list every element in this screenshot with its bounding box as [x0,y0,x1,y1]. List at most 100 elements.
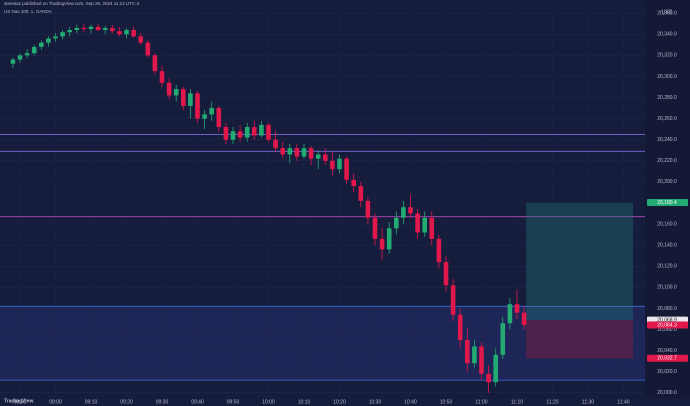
y-tick-label: 20,300.0 [657,74,677,80]
candle-body [500,323,506,355]
x-tick-label: 08:50 [14,399,27,405]
candle-body [152,55,158,72]
candle-body [450,285,456,315]
x-tick-label: 09:10 [85,399,98,405]
candle-body [166,82,172,96]
x-tick-label: 09:50 [227,399,240,405]
x-tick-label: 09:40 [191,399,204,405]
price-tag-label: 20,180.4 [657,200,677,206]
candle-body [252,127,257,136]
candle-body [457,314,463,341]
candle-body [308,148,314,159]
candle-body [67,30,72,33]
candle-body [514,304,520,313]
x-tick-label: 10:10 [298,399,311,405]
candle-body [386,228,392,250]
price-tag [647,199,688,207]
candle-body [81,27,87,29]
price-tag [647,354,688,362]
candle-body [280,148,285,155]
candle-body [173,89,179,96]
y-tick-label: 20,220.0 [657,158,677,164]
candle-body [88,26,94,29]
candle-body [429,217,435,239]
candle-body [188,93,193,106]
candle-body [287,148,293,155]
y-tick-label: 20,260.0 [657,116,677,122]
candle-body [394,217,399,229]
candle-body [472,346,477,364]
candle-body [17,55,23,60]
price-tag-label: 20,032.7 [657,356,677,362]
x-tick-label: 11:40 [617,399,629,405]
candle-body [74,27,80,31]
candle-body [337,158,342,170]
candle-body [259,124,264,136]
candle-body [415,213,420,233]
candle-body [10,59,16,64]
y-tick-label: 20,100.0 [657,285,677,291]
candle-body [273,139,278,149]
candle-body [131,30,136,37]
y-tick-label: 20,320.0 [657,53,677,59]
candle-body [401,207,406,218]
candle-body [408,207,413,214]
zone [0,306,645,381]
candle-body [102,27,108,31]
x-tick-label: 10:40 [404,399,417,405]
candle-body [365,200,371,218]
y-tick-label: 20,000.0 [657,390,677,396]
candle-body [315,154,321,159]
candle-body [358,186,364,201]
x-tick-label: 09:00 [49,399,62,405]
y-tick-label: 20,280.0 [657,95,677,101]
candle-body [294,148,300,157]
logo: TradingView [4,398,33,404]
candle-body [301,148,307,157]
price-tag [647,321,688,329]
candle-body [60,32,65,37]
price-tag-label: 20,068.9 [657,317,677,323]
candle-body [24,53,30,56]
candle-body [486,373,491,383]
y-tick-label: 20,360.0 [657,10,677,16]
candle-body [266,124,271,140]
y-tick-label: 20,080.0 [657,306,677,312]
candle-body [230,131,236,140]
candle-body [138,36,143,43]
symbol: US Nas 100, 1, OANDA [4,9,52,14]
candle-body [443,262,449,286]
candle-body [465,340,470,364]
y-tick-label: 20,240.0 [657,137,677,143]
price-tag-label: 20,064.3 [657,322,677,328]
candle-body [124,30,129,35]
candle-body [159,71,165,83]
publisher: steeetaz published on TradingView.com, S… [4,1,140,6]
y-tick-label: 20,060.0 [657,327,677,333]
candle-body [372,217,378,239]
candle-body [223,127,229,140]
candle-body [323,154,328,161]
candle-body [46,38,51,43]
candle-body [31,46,37,54]
x-tick-label: 09:20 [120,399,133,405]
x-tick-label: 11:00 [475,399,487,405]
candle-body [244,127,250,138]
candle-body [216,108,222,128]
currency: USD [662,9,673,15]
candle-body [110,27,115,32]
x-tick-label: 10:30 [369,399,382,405]
candle-body [422,217,427,233]
candle-body [195,93,200,119]
y-tick-label: 20,340.0 [657,32,677,38]
x-tick-label: 11:30 [582,399,594,405]
candle-body [344,158,349,180]
candle-body [237,131,243,138]
candle-body [507,304,513,324]
candle-body [351,179,356,187]
candle-body [145,42,151,56]
candle-body [202,114,207,119]
candle-body [479,346,484,374]
